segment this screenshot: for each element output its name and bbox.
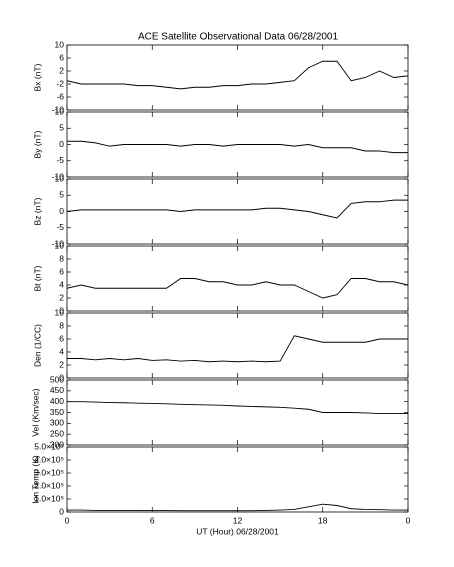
y-axis-label: Den (1/CC): [32, 324, 42, 367]
y-tick-label: 500: [50, 374, 64, 384]
y-tick-label: 2: [59, 292, 64, 302]
y-tick-label: 4: [59, 346, 64, 356]
data-line: [66, 60, 409, 90]
y-tick-label: 250: [50, 428, 64, 438]
y-tick-label: -2: [56, 78, 64, 88]
y-axis-label: Bz (nT): [32, 197, 42, 225]
y-tick-label: 10: [55, 307, 65, 317]
y-tick-label: 10: [55, 173, 65, 183]
y-tick-label: -6: [56, 91, 64, 101]
x-tick-label: 12: [233, 515, 243, 525]
data-line: [67, 140, 408, 154]
y-tick-label: 200: [50, 439, 64, 449]
y-tick-label: 4: [59, 279, 64, 289]
y-axis-label: Bx (nT): [32, 63, 42, 91]
y-tick-label: 6: [59, 52, 64, 62]
panel-frame: [66, 178, 409, 245]
x-tick-label: 18: [318, 515, 328, 525]
data-line: [66, 199, 408, 219]
y-tick-label: 300: [50, 418, 64, 428]
y-tick-label: 0: [59, 305, 64, 315]
y-tick-label: 450: [50, 385, 64, 395]
data-line: [67, 401, 408, 415]
y-tick-label: 10: [55, 106, 65, 116]
y-tick-label: 0: [59, 506, 64, 516]
y-tick-label: 6: [59, 333, 64, 343]
y-tick-label: -5: [56, 155, 64, 165]
data-line: [67, 503, 408, 512]
y-tick-label: 8: [59, 320, 64, 330]
panel-frame: [66, 44, 409, 111]
y-tick-label: 1.0×10⁵: [34, 493, 64, 503]
data-line: [66, 278, 409, 299]
y-tick-label: 2: [59, 359, 64, 369]
y-axis-label: By (nT): [32, 130, 42, 158]
y-tick-label: 10: [55, 39, 65, 49]
y-tick-label: 2: [59, 65, 64, 75]
y-tick-label: 3.0×10⁵: [34, 467, 64, 477]
panel-frame: [66, 446, 409, 513]
y-axis-label: Bt (nT): [32, 265, 42, 291]
y-tick-label: 6: [59, 266, 64, 276]
y-tick-label: 350: [50, 407, 64, 417]
y-axis-label: Vel (Km/sec): [30, 388, 40, 436]
y-tick-label: 5: [59, 190, 64, 200]
y-tick-label: 0: [59, 206, 64, 216]
y-axis-label: Ion Temp (K): [30, 455, 40, 504]
x-axis-label: UT (Hour) 06/28/2001: [196, 526, 279, 536]
y-tick-label: 0: [59, 372, 64, 382]
data-line: [67, 335, 408, 363]
x-tick-label: 0: [65, 515, 70, 525]
x-tick-label: 6: [150, 515, 155, 525]
y-tick-label: 4.0×10⁵: [34, 454, 64, 464]
y-tick-label: 400: [50, 396, 64, 406]
x-tick-label: 0: [406, 515, 411, 525]
y-tick-label: 5.0×10⁵: [34, 441, 64, 451]
chart-title: ACE Satellite Observational Data 06/28/2…: [138, 32, 339, 43]
panel-frame: [66, 312, 409, 379]
y-tick-label: 5: [59, 123, 64, 133]
y-tick-label: 8: [59, 253, 64, 263]
y-tick-label: -10: [52, 238, 65, 248]
y-tick-label: -5: [56, 222, 64, 232]
y-tick-label: -10: [52, 104, 65, 114]
y-tick-label: -10: [52, 171, 65, 181]
y-tick-label: 10: [55, 240, 65, 250]
y-tick-label: 2.0×10⁵: [34, 480, 64, 490]
y-tick-label: 0: [59, 139, 64, 149]
